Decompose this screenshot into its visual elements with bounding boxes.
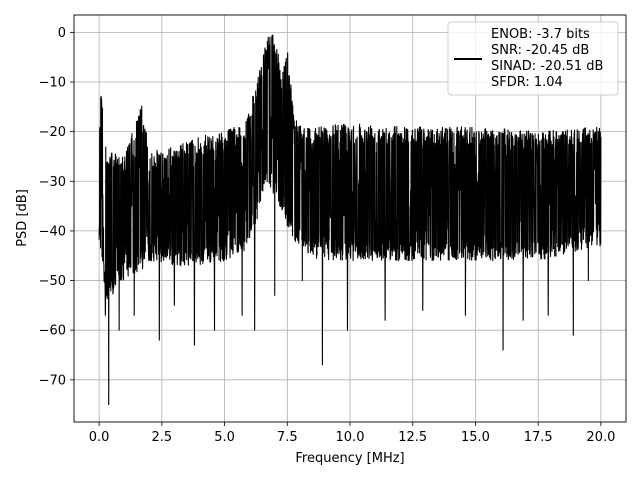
- y-tick-label: −70: [39, 373, 66, 388]
- x-tick-label: 15.0: [461, 430, 490, 445]
- y-tick-label: −50: [39, 274, 66, 289]
- y-tick-label: −40: [39, 224, 66, 239]
- legend-line-2: SNR: -20.45 dB: [491, 43, 589, 58]
- y-ticks: 0 −10 −20 −30 −40 −50 −60 −70: [39, 26, 74, 388]
- x-tick-label: 0.0: [89, 430, 110, 445]
- psd-trace: [98, 34, 602, 406]
- x-tick-label: 7.5: [277, 430, 298, 445]
- legend-line-4: SFDR: 1.04: [491, 75, 563, 90]
- x-tick-label: 2.5: [151, 430, 172, 445]
- y-tick-label: −20: [39, 125, 66, 140]
- x-tick-label: 5.0: [214, 430, 235, 445]
- x-ticks: 0.0 2.5 5.0 7.5 10.0 12.5 15.0 17.5 20.0: [89, 422, 615, 445]
- legend-line-3: SINAD: -20.51 dB: [491, 59, 603, 74]
- x-axis-label: Frequency [MHz]: [295, 451, 404, 466]
- x-tick-label: 12.5: [398, 430, 427, 445]
- y-tick-label: −10: [39, 76, 66, 91]
- y-tick-label: −60: [39, 324, 66, 339]
- y-axis-label: PSD [dB]: [15, 189, 30, 247]
- y-tick-label: 0: [58, 26, 66, 41]
- legend-line-1: ENOB: -3.7 bits: [491, 27, 590, 42]
- y-tick-label: −30: [39, 175, 66, 190]
- psd-series: [98, 34, 602, 406]
- legend: ENOB: -3.7 bits SNR: -20.45 dB SINAD: -2…: [447, 21, 619, 96]
- x-tick-label: 17.5: [524, 430, 553, 445]
- legend-box: [447, 21, 619, 96]
- x-tick-label: 20.0: [586, 430, 615, 445]
- x-tick-label: 10.0: [336, 430, 365, 445]
